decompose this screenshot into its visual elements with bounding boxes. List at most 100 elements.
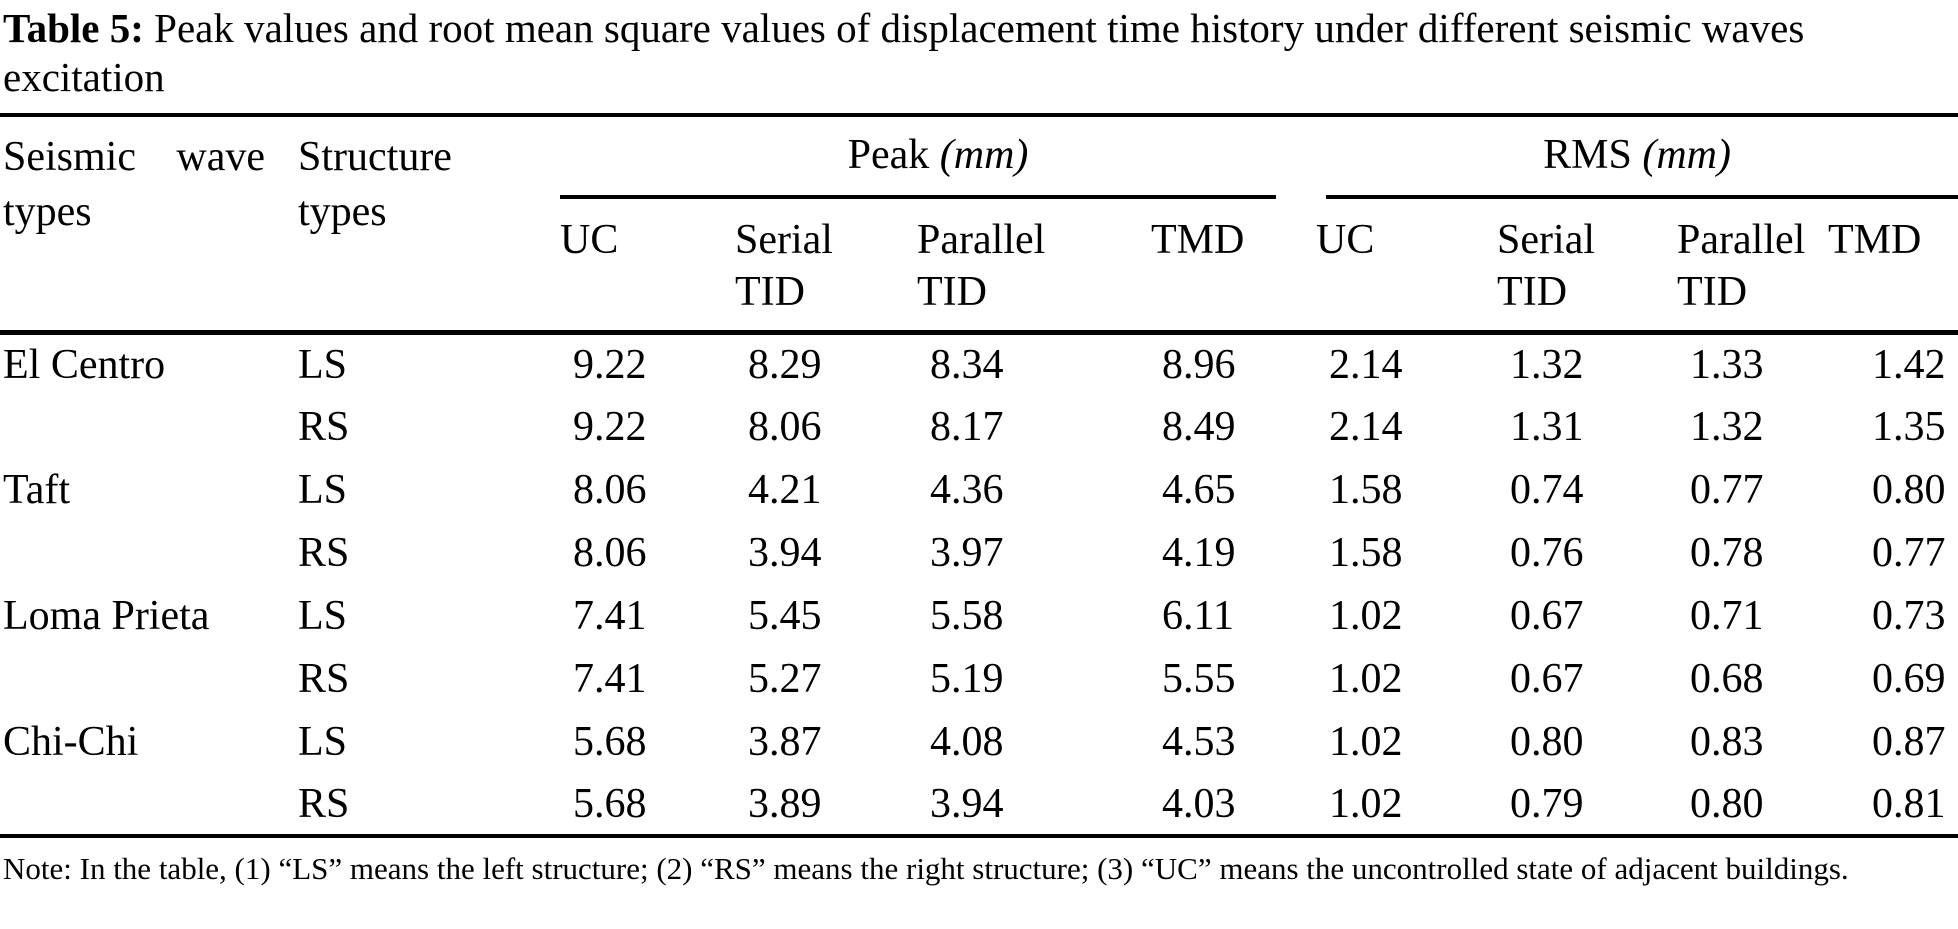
- rms-uc-cell: 1.58: [1329, 466, 1403, 513]
- column-header-structure-types: Structure types: [295, 115, 560, 335]
- rms-tmd-cell: 1.42: [1872, 341, 1946, 388]
- peak-serial-tid-cell: 4.21: [748, 466, 822, 513]
- table-row: RS 7.41 5.27 5.19 5.55 1.02 0.67 0.68 0.…: [0, 647, 1958, 710]
- rms-parallel-tid-cell: 0.78: [1690, 529, 1764, 576]
- peak-parallel-tid-cell: 8.17: [930, 403, 1004, 450]
- rms-serial-tid-cell: 0.80: [1510, 718, 1584, 765]
- structure-type-cell: RS: [298, 655, 350, 702]
- table-header: Seismic wave types Structure types Peak …: [0, 115, 1958, 335]
- rms-parallel-tid-cell: 0.68: [1690, 655, 1764, 702]
- table-row: RS 5.68 3.89 3.94 4.03 1.02 0.79 0.80 0.…: [0, 773, 1958, 838]
- rms-tmd-cell: 0.73: [1872, 592, 1946, 639]
- rms-serial-tid-cell: 1.32: [1510, 341, 1584, 388]
- rms-uc-cell: 1.02: [1329, 592, 1403, 639]
- subheader-rms-parallel-tid: Parallel TID: [1677, 199, 1821, 335]
- peak-uc-cell: 8.06: [573, 529, 647, 576]
- rms-tmd-cell: 0.69: [1872, 655, 1946, 702]
- rms-tmd-cell: 0.80: [1872, 466, 1946, 513]
- peak-serial-tid-cell: 5.27: [748, 655, 822, 702]
- seismic-wave-cell: Loma Prieta: [3, 592, 210, 639]
- group-header-peak-label: Peak: [847, 132, 930, 178]
- peak-serial-tid-cell: 3.87: [748, 718, 822, 765]
- rms-serial-tid-cell: 0.67: [1510, 655, 1584, 702]
- seismic-wave-cell: [0, 647, 295, 710]
- header-row-groups: Seismic wave types Structure types Peak …: [0, 115, 1958, 335]
- subheader-peak-serial-tid: Serial TID: [735, 199, 917, 335]
- peak-serial-tid-cell: 3.89: [735, 773, 917, 838]
- peak-tmd-cell: 5.55: [1162, 655, 1236, 702]
- table-caption: Table 5: Peak values and root mean squar…: [0, 0, 1949, 102]
- group-header-rms: RMS (mm): [1316, 115, 1958, 199]
- rms-uc-cell: 2.14: [1329, 403, 1403, 450]
- peak-tmd-cell: 8.96: [1162, 341, 1236, 388]
- peak-parallel-tid-cell: 4.36: [930, 466, 1004, 513]
- peak-uc-cell: 9.22: [573, 341, 647, 388]
- table-row: RS 9.22 8.06 8.17 8.49 2.14 1.31 1.32 1.…: [0, 395, 1958, 458]
- subheader-peak-parallel-tid: Parallel TID: [917, 199, 1113, 335]
- structure-type-cell: LS: [298, 466, 348, 513]
- structure-type-cell: LS: [298, 718, 348, 765]
- seismic-wave-cell: [0, 395, 295, 458]
- peak-parallel-tid-cell: 5.58: [930, 592, 1004, 639]
- peak-parallel-tid-cell: 4.08: [930, 718, 1004, 765]
- peak-tmd-cell: 4.53: [1162, 718, 1236, 765]
- rms-parallel-tid-cell: 0.77: [1690, 466, 1764, 513]
- peak-tmd-cell: 4.03: [1113, 773, 1317, 838]
- seismic-wave-cell: Taft: [3, 466, 71, 513]
- rms-serial-tid-cell: 1.31: [1510, 403, 1584, 450]
- header-row-subcolumns: UC Serial TID Parallel TID TMD UC Serial…: [0, 199, 1958, 335]
- rms-parallel-tid-cell: 0.71: [1690, 592, 1764, 639]
- table-row: Loma Prieta LS 7.41 5.45 5.58 6.11 1.02 …: [0, 584, 1958, 647]
- rms-serial-tid-cell: 0.76: [1510, 529, 1584, 576]
- peak-uc-cell: 7.41: [573, 655, 647, 702]
- subheader-rms-uc: UC: [1316, 199, 1498, 335]
- peak-serial-tid-cell: 8.06: [748, 403, 822, 450]
- rms-uc-cell: 1.02: [1329, 718, 1403, 765]
- structure-type-cell: RS: [298, 403, 350, 450]
- results-table: Seismic wave types Structure types Peak …: [0, 113, 1958, 838]
- rms-parallel-tid-cell: 0.83: [1690, 718, 1764, 765]
- group-header-peak-unit: (mm): [939, 132, 1029, 178]
- group-header-peak: Peak (mm): [560, 115, 1316, 199]
- subheader-peak-tmd: TMD: [1113, 199, 1317, 335]
- rms-serial-tid-cell: 0.79: [1497, 773, 1678, 838]
- seismic-wave-cell: [0, 773, 295, 838]
- table-row: El Centro LS 9.22 8.29 8.34 8.96 2.14 1.…: [0, 332, 1958, 395]
- table-caption-number: Table 5:: [3, 5, 144, 51]
- structure-type-cell: LS: [298, 341, 348, 388]
- subheader-peak-uc: UC: [560, 199, 735, 335]
- table-row: RS 8.06 3.94 3.97 4.19 1.58 0.76 0.78 0.…: [0, 521, 1958, 584]
- subheader-rms-tmd: TMD: [1820, 199, 1958, 335]
- peak-parallel-tid-cell: 3.97: [930, 529, 1004, 576]
- peak-serial-tid-cell: 3.94: [748, 529, 822, 576]
- structure-type-cell: RS: [295, 773, 560, 838]
- rms-serial-tid-cell: 0.67: [1510, 592, 1584, 639]
- table-row: Taft LS 8.06 4.21 4.36 4.65 1.58 0.74 0.…: [0, 458, 1958, 521]
- rms-uc-cell: 1.02: [1329, 655, 1403, 702]
- subheader-rms-serial-tid: Serial TID: [1497, 199, 1678, 335]
- peak-parallel-tid-cell: 5.19: [930, 655, 1004, 702]
- peak-uc-cell: 5.68: [560, 773, 735, 838]
- rms-tmd-cell: 0.81: [1820, 773, 1958, 838]
- structure-type-cell: LS: [298, 592, 348, 639]
- peak-uc-cell: 9.22: [573, 403, 647, 450]
- group-header-rms-unit: (mm): [1642, 132, 1731, 178]
- peak-tmd-cell: 4.19: [1162, 529, 1236, 576]
- rms-tmd-cell: 0.87: [1872, 718, 1946, 765]
- rms-uc-cell: 1.02: [1316, 773, 1498, 838]
- table-caption-text: Peak values and root mean square values …: [3, 5, 1805, 100]
- group-header-rms-label: RMS: [1543, 132, 1632, 178]
- peak-uc-cell: 5.68: [573, 718, 647, 765]
- rms-parallel-tid-cell: 1.33: [1690, 341, 1764, 388]
- table-footnote: Note: In the table, (1) “LS” means the l…: [3, 851, 1849, 886]
- seismic-wave-cell: El Centro: [3, 341, 166, 388]
- peak-tmd-cell: 8.49: [1162, 403, 1236, 450]
- rms-parallel-tid-cell: 0.80: [1677, 773, 1821, 838]
- peak-parallel-tid-cell: 3.94: [917, 773, 1113, 838]
- rms-serial-tid-cell: 0.74: [1510, 466, 1584, 513]
- table-row: Chi-Chi LS 5.68 3.87 4.08 4.53 1.02 0.80…: [0, 710, 1958, 773]
- peak-parallel-tid-cell: 8.34: [930, 341, 1004, 388]
- column-header-seismic-wave-types: Seismic wave types: [0, 115, 295, 335]
- peak-serial-tid-cell: 5.45: [748, 592, 822, 639]
